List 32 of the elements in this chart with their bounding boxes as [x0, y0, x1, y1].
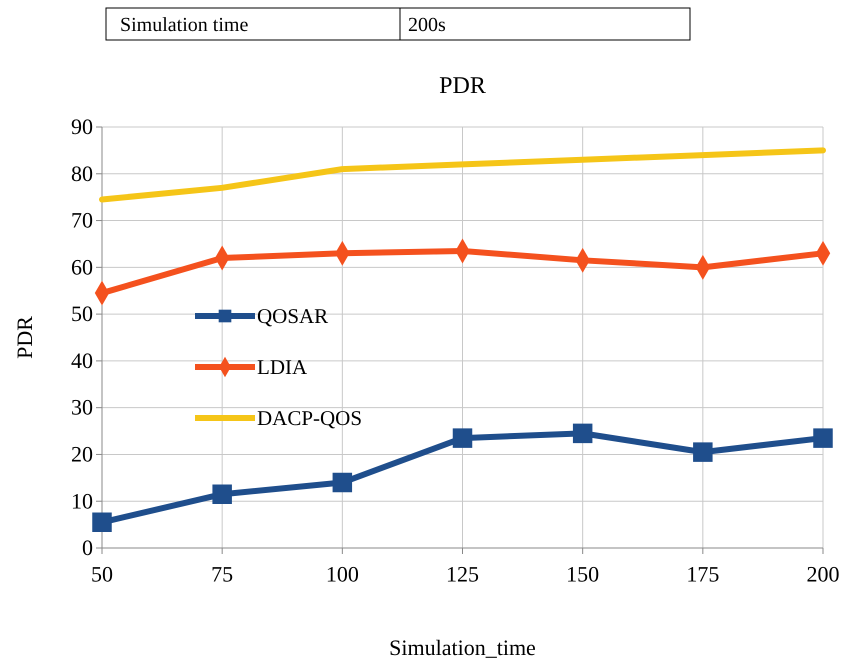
y-tick-label: 30 — [71, 394, 93, 420]
y-axis-title: PDR — [12, 316, 37, 359]
point — [92, 512, 112, 532]
legend-label: DACP-QOS — [257, 406, 362, 430]
point — [572, 424, 592, 444]
text: Simulation time — [120, 14, 248, 36]
x-tick-label: 50 — [91, 562, 113, 587]
y-tick-label: 70 — [71, 208, 93, 233]
point — [452, 428, 472, 448]
y-tick-label: 10 — [71, 488, 93, 514]
x-tick-label: 175 — [686, 562, 720, 587]
x-tick-label: 125 — [446, 562, 479, 587]
text: 200s — [408, 14, 446, 36]
y-tick-label: 20 — [71, 441, 93, 466]
x-tick-label: 200 — [806, 562, 840, 587]
y-tick-label: 60 — [71, 254, 93, 280]
legend-label: LDIA — [257, 355, 308, 379]
point — [332, 472, 352, 492]
point — [813, 428, 833, 448]
y-tick-label: 40 — [71, 348, 93, 373]
point — [212, 484, 232, 504]
x-tick-label: 75 — [211, 562, 234, 587]
x-tick-label: 100 — [326, 562, 359, 587]
point — [693, 442, 713, 462]
y-tick-label: 90 — [71, 114, 93, 140]
y-tick-label: 50 — [71, 301, 93, 326]
chart-title: PDR — [439, 73, 486, 99]
y-tick-label: 0 — [82, 535, 93, 560]
x-tick-label: 150 — [566, 562, 600, 587]
y-tick-label: 80 — [71, 160, 93, 186]
legend-label: QOSAR — [257, 304, 328, 328]
x-axis-title: Simulation_time — [389, 635, 536, 660]
